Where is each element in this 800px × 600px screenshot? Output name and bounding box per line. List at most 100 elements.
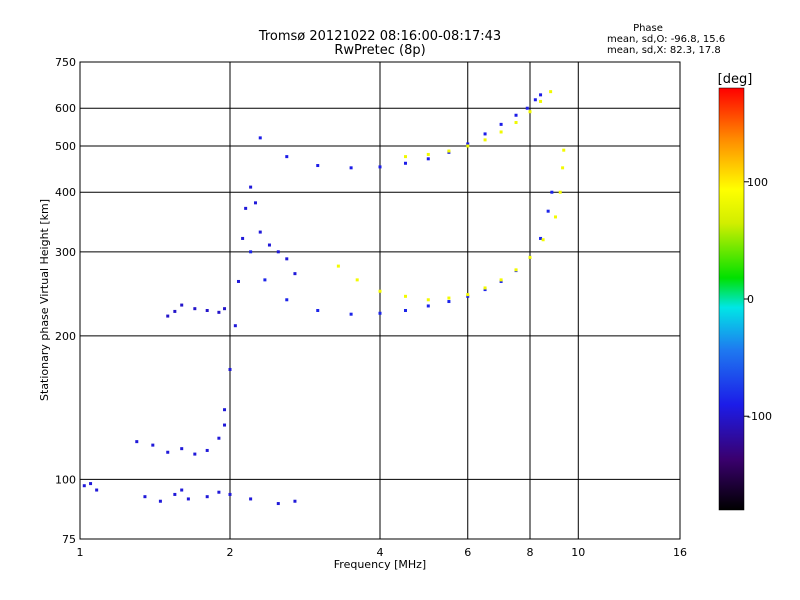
colorbar-label: [deg] <box>718 72 753 87</box>
echo-point <box>466 294 470 298</box>
echo-point <box>253 201 257 205</box>
echo-point <box>349 312 353 316</box>
echo-point <box>499 278 503 282</box>
echo-point <box>378 165 382 169</box>
echo-point <box>499 122 503 126</box>
echo-point <box>426 298 430 302</box>
echo-point <box>316 308 320 312</box>
echo-point <box>95 488 99 492</box>
echo-point <box>483 288 487 292</box>
phase-title: Phase <box>633 23 663 34</box>
echo-point <box>217 310 221 314</box>
echo-point <box>316 164 320 168</box>
echo-point <box>499 130 503 134</box>
echo-point <box>180 447 184 451</box>
echo-point <box>276 250 280 254</box>
echo-point <box>378 311 382 315</box>
y-tick-label: 200 <box>55 330 76 343</box>
x-tick-label: 6 <box>464 546 471 559</box>
echo-point <box>236 279 240 283</box>
y-tick-label: 500 <box>55 140 76 153</box>
echo-point <box>403 155 407 159</box>
echo-point <box>263 278 267 282</box>
echo-point <box>528 110 532 114</box>
x-tick-label: 8 <box>527 546 534 559</box>
echo-point <box>244 206 248 210</box>
echo-point <box>553 215 557 219</box>
data-points <box>82 90 566 506</box>
echo-point <box>249 250 253 254</box>
echo-point <box>541 238 545 242</box>
echo-point <box>173 309 177 313</box>
echo-point <box>249 185 253 189</box>
echo-point <box>447 300 451 304</box>
echo-point <box>499 279 503 283</box>
echo-point <box>223 423 227 427</box>
echo-point <box>514 268 518 272</box>
colorbar-tick-label: 0 <box>747 293 754 306</box>
echo-point <box>82 484 86 488</box>
echo-point <box>483 286 487 290</box>
echo-point <box>483 132 487 136</box>
echo-point <box>217 490 221 494</box>
y-tick-label: 600 <box>55 102 76 115</box>
echo-point <box>539 99 543 103</box>
echo-point <box>158 499 162 503</box>
y-tick-label: 300 <box>55 246 76 259</box>
grid <box>80 62 680 539</box>
echo-point <box>525 106 529 110</box>
echo-point <box>223 307 227 311</box>
phase-stats-o: mean, sd,O: -96.8, 15.6 <box>607 34 725 45</box>
x-tick-labels: 1 2 4 6 8 10 16 <box>77 546 688 559</box>
echo-point <box>546 209 550 213</box>
colorbar-tick-label: -100 <box>747 410 772 423</box>
y-tick-labels: 75 100 200 300 400 500 600 750 <box>55 56 76 546</box>
x-tick-label: 1 <box>77 546 84 559</box>
echo-point <box>528 255 532 259</box>
y-tick-label: 100 <box>55 473 76 486</box>
x-axis-label: Frequency [MHz] <box>334 558 426 571</box>
echo-point <box>378 289 382 293</box>
echo-point <box>426 152 430 156</box>
phase-stats-x: mean, sd,X: 82.3, 17.8 <box>607 45 721 56</box>
echo-point <box>233 324 237 328</box>
echo-point <box>355 278 359 282</box>
colorbar-ticks: 100 0 -100 <box>744 176 772 423</box>
echo-point <box>539 93 543 97</box>
echo-point <box>293 272 297 276</box>
echo-point <box>447 149 451 153</box>
x-tick-label: 10 <box>571 546 585 559</box>
echo-point <box>285 257 289 261</box>
echo-point <box>193 307 197 311</box>
echo-point <box>258 136 262 140</box>
echo-point <box>276 502 280 506</box>
echo-point <box>89 482 93 486</box>
echo-point <box>228 492 232 496</box>
echo-point <box>249 497 253 501</box>
echo-point <box>466 142 470 146</box>
echo-point <box>151 443 155 447</box>
echo-point <box>285 298 289 302</box>
echo-point <box>186 497 190 501</box>
y-tick-label: 400 <box>55 186 76 199</box>
echo-point <box>285 155 289 159</box>
echo-point <box>533 98 537 102</box>
echo-point <box>539 236 543 240</box>
echo-point <box>562 148 566 152</box>
echo-point <box>258 230 262 234</box>
echo-point <box>514 113 518 117</box>
y-tick-label: 750 <box>55 56 76 69</box>
echo-point <box>447 296 451 300</box>
colorbar <box>718 87 745 511</box>
echo-point <box>223 408 227 412</box>
x-tick-label: 16 <box>673 546 687 559</box>
echo-point <box>166 450 170 454</box>
chart-title: Tromsø 20121022 08:16:00-08:17:43 <box>258 29 501 44</box>
echo-point <box>267 243 271 247</box>
echo-point <box>403 294 407 298</box>
echo-point <box>228 367 232 371</box>
echo-point <box>403 308 407 312</box>
echo-point <box>550 190 554 194</box>
echo-point <box>205 495 209 499</box>
echo-point <box>349 166 353 170</box>
